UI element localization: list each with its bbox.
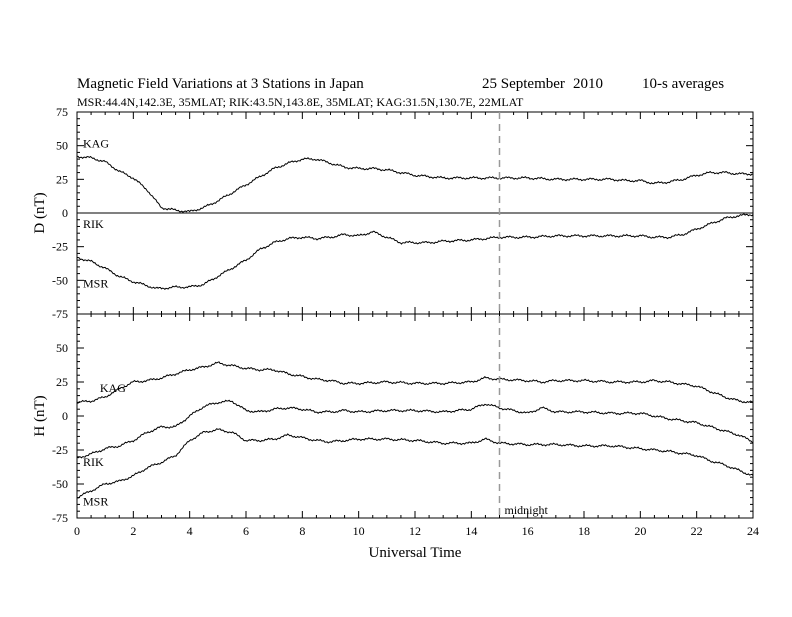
x-tick-label: 2	[130, 524, 136, 538]
y-tick-label: -75	[52, 511, 68, 525]
y-axis-label: H (nT)	[32, 395, 48, 436]
y-tick-label: 0	[62, 409, 68, 423]
x-tick-label: 14	[465, 524, 477, 538]
station-label-rik: RIK	[83, 217, 104, 231]
y-tick-label: 50	[56, 341, 68, 355]
y-tick-label: -75	[52, 307, 68, 321]
station-label-msr: MSR	[83, 495, 108, 509]
station-label-kag: KAG	[83, 136, 109, 150]
y-tick-label: -50	[52, 273, 68, 287]
station-coordinates: MSR:44.4N,142.3E, 35MLAT; RIK:43.5N,143.…	[77, 95, 524, 109]
y-tick-label: 75	[56, 105, 68, 119]
chart-title: Magnetic Field Variations at 3 Stations …	[77, 76, 364, 92]
chart-year: 2010	[573, 76, 603, 92]
y-tick-label: -25	[52, 240, 68, 254]
x-tick-label: 0	[74, 524, 80, 538]
x-tick-label: 18	[578, 524, 590, 538]
series-line-msr	[76, 428, 754, 499]
y-tick-label: 50	[56, 139, 68, 153]
series-line-kag	[77, 155, 754, 213]
x-tick-label: 8	[299, 524, 305, 538]
chart-panels: 75 50 25 0 -25 -50 -75 D (nT) KAG RIK MSR 50 25 0 -25 -…	[32, 105, 759, 561]
x-tick-label: 24	[747, 524, 759, 538]
y-axis-label: D (nT)	[32, 192, 48, 233]
chart-date: 25 September	[482, 76, 565, 92]
x-tick-label: 16	[522, 524, 534, 538]
chart-averaging: 10-s averages	[642, 76, 724, 92]
y-tick-label: -25	[52, 443, 68, 457]
panel-d-component: 75 50 25 0 -25 -50 -75 D (nT) KAG RIK MSR	[32, 105, 754, 321]
y-tick-label: 25	[56, 172, 68, 186]
y-tick-label: -50	[52, 477, 68, 491]
station-label-msr: MSR	[83, 276, 108, 290]
x-tick-label: 20	[634, 524, 646, 538]
x-tick-label: 22	[691, 524, 703, 538]
station-label-rik: RIK	[83, 455, 104, 469]
midnight-label: midnight	[505, 503, 549, 517]
station-label-kag: KAG	[100, 381, 126, 395]
series-line-kag	[77, 361, 754, 404]
series-line-rik	[76, 399, 754, 459]
y-tick-label: 25	[56, 375, 68, 389]
x-tick-label: 10	[353, 524, 365, 538]
x-tick-label: 4	[187, 524, 193, 538]
x-tick-label: 12	[409, 524, 421, 538]
x-tick-label: 6	[243, 524, 249, 538]
series-line-msr	[77, 213, 754, 290]
x-axis-label: Universal Time	[369, 545, 462, 561]
y-tick-label: 0	[62, 206, 68, 220]
